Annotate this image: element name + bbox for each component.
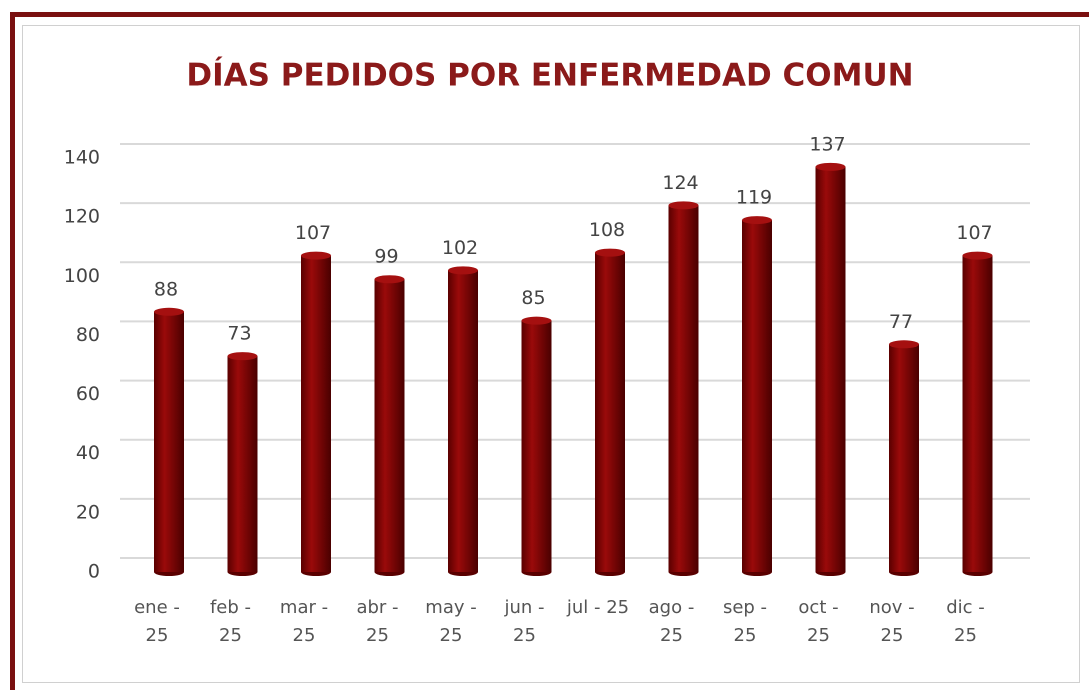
x-tick-label: sep - 25 [722, 597, 768, 646]
bar-body [521, 320, 552, 572]
bar-top [521, 316, 552, 325]
y-tick-label: 0 [88, 561, 100, 583]
bar [521, 316, 552, 576]
x-tick-label: jun - 25 [504, 597, 545, 646]
x-tick-label: feb - 25 [209, 597, 252, 646]
value-label: 88 [154, 278, 178, 300]
y-tick-label: 80 [76, 324, 100, 346]
bar-body [154, 311, 184, 572]
x-tick-label: may - 25 [425, 597, 477, 646]
x-tick-label: oct - 25 [798, 597, 839, 646]
value-label: 77 [889, 311, 913, 333]
bar-body [595, 252, 625, 572]
bar-body [227, 356, 258, 572]
bar-body [889, 344, 919, 572]
chart-title: DÍAS PEDIDOS POR ENFERMEDAD COMUN [186, 58, 913, 94]
value-label: 137 [809, 133, 845, 155]
bar [742, 216, 772, 576]
x-tick-label: nov - 25 [869, 597, 915, 646]
bar [374, 275, 405, 576]
x-tick-label: dic - 25 [946, 597, 985, 646]
bar-top [301, 251, 331, 260]
value-label: 99 [374, 246, 398, 268]
value-label: 107 [295, 222, 331, 244]
value-label: 73 [227, 323, 251, 345]
bar-body [815, 166, 846, 572]
bar-top [742, 216, 772, 225]
bar-top [448, 266, 478, 275]
outer-frame [10, 12, 1089, 690]
bar-body [301, 255, 331, 573]
bar-top [815, 162, 846, 171]
bar-top [962, 251, 993, 260]
y-tick-label: 40 [76, 442, 100, 464]
value-label: 85 [521, 287, 545, 309]
value-label: 124 [662, 172, 698, 194]
y-tick-label: 60 [76, 383, 100, 405]
x-tick-label: ene - 25 [134, 597, 180, 646]
y-tick-label: 120 [64, 206, 100, 228]
y-tick-label: 20 [76, 501, 100, 523]
bar [889, 340, 919, 576]
x-tick-label: abr - 25 [356, 597, 399, 646]
bar-body [742, 220, 772, 572]
bar [448, 266, 478, 576]
bar [962, 251, 993, 576]
bar-body [668, 205, 699, 573]
bar [595, 248, 625, 576]
bar-top [154, 307, 184, 316]
bar [668, 201, 699, 576]
bar-top [227, 352, 258, 361]
bar [227, 352, 258, 576]
bar [815, 162, 846, 576]
x-tick-label: ago - 25 [648, 597, 695, 646]
bar [154, 307, 184, 576]
value-label: 102 [442, 237, 478, 259]
value-label: 107 [956, 222, 992, 244]
bar [301, 251, 331, 576]
value-label: 119 [736, 187, 772, 209]
y-tick-label: 140 [64, 147, 100, 169]
bar-body [962, 255, 993, 573]
x-tick-label: mar - 25 [279, 597, 329, 646]
chart-area [22, 25, 1080, 683]
bar-body [448, 270, 478, 572]
y-tick-label: 100 [64, 265, 100, 287]
x-tick-label: jul - 25 [566, 597, 630, 618]
bar-body [374, 279, 405, 572]
bar-top [595, 248, 625, 257]
value-label: 108 [589, 219, 625, 241]
bar-top [374, 275, 405, 284]
bar-top [889, 340, 919, 349]
bar-top [668, 201, 699, 210]
